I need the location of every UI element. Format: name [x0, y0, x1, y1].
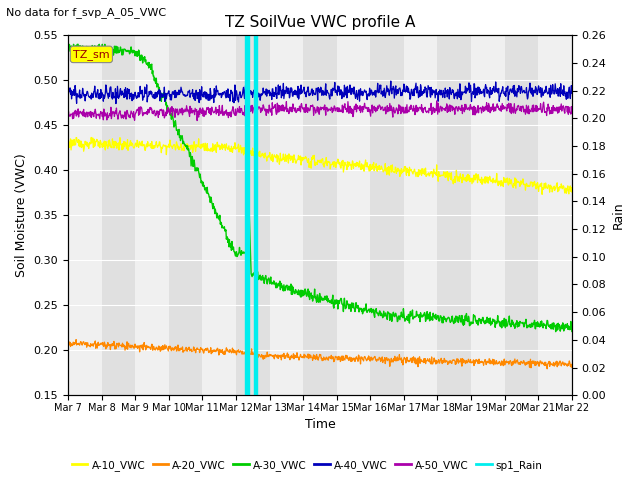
Title: TZ SoilVue VWC profile A: TZ SoilVue VWC profile A	[225, 15, 415, 30]
Bar	[538, 36, 572, 395]
Bar	[471, 36, 505, 395]
Bar	[505, 36, 538, 395]
Bar	[371, 36, 404, 395]
Bar	[404, 36, 438, 395]
Bar	[245, 36, 249, 395]
Bar	[202, 36, 236, 395]
Bar	[102, 36, 135, 395]
Bar	[269, 36, 303, 395]
Y-axis label: Soil Moisture (VWC): Soil Moisture (VWC)	[15, 154, 28, 277]
Text: TZ_sm: TZ_sm	[73, 49, 109, 60]
Y-axis label: Rain: Rain	[612, 202, 625, 229]
X-axis label: Time: Time	[305, 419, 335, 432]
Bar	[169, 36, 202, 395]
Bar	[135, 36, 169, 395]
Text: No data for f_svp_A_05_VWC: No data for f_svp_A_05_VWC	[6, 7, 166, 18]
Bar	[68, 36, 102, 395]
Bar	[303, 36, 337, 395]
Bar	[236, 36, 269, 395]
Bar	[438, 36, 471, 395]
Bar	[337, 36, 371, 395]
Bar	[255, 36, 257, 395]
Legend: A-10_VWC, A-20_VWC, A-30_VWC, A-40_VWC, A-50_VWC, sp1_Rain: A-10_VWC, A-20_VWC, A-30_VWC, A-40_VWC, …	[68, 456, 547, 475]
